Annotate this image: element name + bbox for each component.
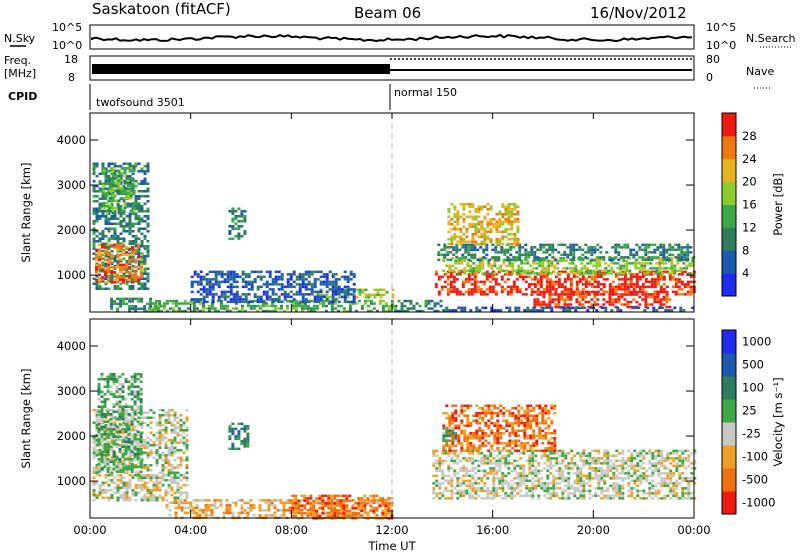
power-ytick-label: 2000 — [57, 223, 86, 237]
velocity-colorbar-tick: -1000 — [742, 496, 775, 510]
power-region-7 — [228, 207, 247, 240]
power-cells — [92, 162, 696, 313]
power-region-13 — [394, 299, 443, 313]
velocity-xtick-label: 08:00 — [275, 523, 308, 537]
velocity-colorbar-segment — [722, 468, 736, 492]
power-region-10 — [437, 243, 696, 262]
velocity-ytick-label: 1000 — [57, 474, 86, 488]
nave-label: Nave — [746, 65, 774, 78]
freq-tick-top: 18 — [64, 53, 78, 66]
freq-twofsound-band — [92, 64, 390, 74]
nave-tick-bottom: 0 — [706, 71, 713, 84]
velocity-colorbar-label: Velocity [m s⁻¹] — [771, 377, 785, 466]
power-frame — [89, 112, 695, 313]
velocity-colorbar-tick: 500 — [742, 358, 764, 372]
velocity-colorbar-frame — [721, 329, 737, 515]
power-region-1 — [95, 243, 143, 284]
power-colorbar-tick: 24 — [742, 152, 757, 166]
velocity-ylabel: Slant Range [km] — [19, 369, 33, 469]
nave-tick-top: 80 — [706, 53, 720, 66]
velocity-xtick-label: 12:00 — [375, 523, 408, 537]
power-region-6 — [190, 270, 356, 304]
nsky-tick-bottom: 10^0 — [52, 39, 82, 52]
velocity-colorbar-segment — [722, 399, 736, 423]
velocity-colorbar-segment — [722, 353, 736, 377]
velocity-colorbar-segment — [722, 422, 736, 446]
date-title: 16/Nov/2012 — [590, 4, 687, 22]
velocity-colorbar-tick: -500 — [742, 473, 768, 487]
velocity-region-5 — [442, 404, 557, 452]
velocity-region-4 — [432, 449, 697, 500]
nsearch-tick-top: 10^5 — [706, 21, 736, 34]
velocity-colorbar-tick: 25 — [742, 404, 757, 418]
cpid-label: CPID — [8, 90, 37, 103]
nsky-strip-frame — [89, 24, 695, 50]
power-colorbar-tick: 8 — [742, 243, 749, 257]
power-colorbar-tick: 16 — [742, 198, 757, 212]
velocity-xtick-label: 20:00 — [577, 523, 610, 537]
power-colorbar-tick: 28 — [742, 129, 757, 143]
power-colorbar-segment — [722, 204, 736, 228]
velocity-colorbar-tick: -100 — [742, 450, 768, 464]
power-colorbar-segment — [722, 227, 736, 251]
freq-label-1: Freq. — [4, 54, 31, 67]
velocity-colorbar-segment — [722, 445, 736, 469]
velocity-xtick-label: 00:00 — [677, 523, 710, 537]
velocity-cells — [92, 373, 697, 520]
velocity-panel: 1000 2000 3000 4000 00:00 04:00 08:00 12:00 16:0… — [19, 318, 785, 553]
power-ytick-label: 4000 — [57, 133, 86, 147]
power-ytick-label: 1000 — [57, 268, 86, 282]
power-colorbar-segment — [722, 181, 736, 205]
velocity-xlabel: Time UT — [367, 539, 416, 553]
velocity-colorbar-segment — [722, 376, 736, 400]
nsky-label: N.Sky — [4, 32, 36, 45]
power-colorbar-tick: 12 — [742, 220, 757, 234]
velocity-colorbar-tick: 100 — [742, 381, 764, 395]
freq-label-2: [MHz] — [4, 67, 36, 80]
velocity-region-1 — [97, 373, 143, 473]
power-colorbar-segment — [722, 135, 736, 160]
power-region-2 — [102, 167, 136, 215]
cpid-mode-0: twofsound 3501 — [96, 96, 185, 109]
power-colorbar-frame — [721, 112, 737, 297]
power-colorbar-tick: 4 — [742, 266, 749, 280]
velocity-region-3 — [291, 494, 394, 520]
power-colorbar-label: Power [dB] — [771, 173, 785, 236]
freq-strip-frame — [89, 55, 695, 81]
power-panel: 1000 2000 3000 4000 Slant Range [km] 4 8 12 16 20… — [19, 112, 785, 313]
power-ylabel: Slant Range [km] — [19, 163, 33, 263]
velocity-xtick-label: 00:00 — [73, 523, 106, 537]
nsky-tick-top: 10^5 — [52, 21, 82, 34]
power-colorbar-segment — [722, 273, 736, 297]
velocity-ytick-label: 4000 — [57, 339, 86, 353]
beam-title: Beam 06 — [354, 4, 421, 22]
velocity-region-7 — [442, 427, 458, 443]
power-colorbar-segment — [722, 250, 736, 274]
freq-tick-bottom: 8 — [68, 71, 75, 84]
velocity-xtick-label: 04:00 — [174, 523, 207, 537]
power-ytick-label: 3000 — [57, 178, 86, 192]
nsearch-label: N.Search — [746, 32, 796, 45]
power-colorbar-segment — [722, 158, 736, 183]
velocity-region-6 — [228, 422, 250, 451]
power-region-11 — [447, 203, 520, 246]
velocity-colorbar-segment — [722, 491, 736, 515]
nsky-trace — [91, 33, 693, 43]
cpid-mode-1: normal 150 — [394, 86, 457, 99]
power-colorbar-segment — [722, 113, 736, 137]
velocity-xtick-label: 16:00 — [476, 523, 509, 537]
velocity-ytick-label: 3000 — [57, 384, 86, 398]
velocity-colorbar-segment — [722, 330, 736, 354]
power-region-14 — [442, 306, 695, 312]
velocity-colorbar-tick: 1000 — [742, 335, 771, 349]
station-title: Saskatoon (fitACF) — [92, 0, 231, 18]
velocity-colorbar-tick: -25 — [742, 427, 761, 441]
velocity-ytick-label: 2000 — [57, 429, 86, 443]
nsearch-tick-bottom: 10^0 — [706, 39, 736, 52]
power-colorbar-tick: 20 — [742, 175, 757, 189]
